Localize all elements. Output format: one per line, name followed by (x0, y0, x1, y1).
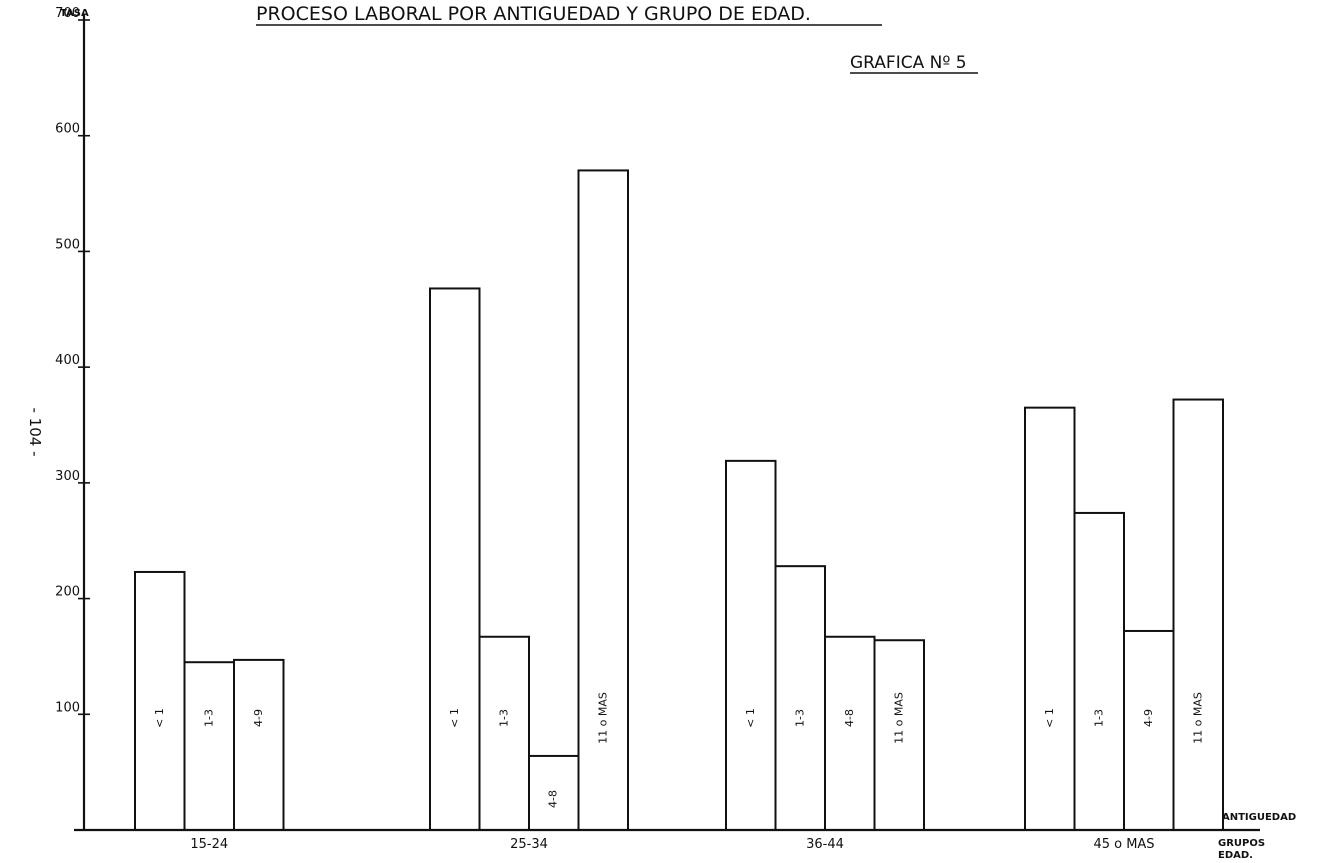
group-label: 45 o MAS (1093, 837, 1154, 852)
group-label: 36-44 (806, 837, 844, 852)
series-axis-label: ANTIGUEDAD (1222, 812, 1296, 823)
bar-label: 4-8 (547, 790, 560, 808)
bar (725, 459, 777, 831)
bar (1123, 629, 1175, 831)
bar (824, 635, 876, 831)
y-tick-label: 200 (55, 585, 80, 600)
bar-label: 11 o MAS (1191, 692, 1204, 744)
bar-label: 4-8 (843, 709, 856, 727)
bar (1172, 398, 1224, 831)
group-label: 15-24 (190, 837, 228, 852)
bar-label: < 1 (448, 708, 461, 728)
bar-label: 11 o MAS (596, 692, 609, 744)
y-tick-label: 500 (55, 237, 80, 252)
bar (429, 287, 481, 831)
bar (134, 570, 186, 831)
bar-label: 1-3 (1092, 709, 1105, 727)
bar (774, 565, 826, 832)
bar (1073, 511, 1125, 831)
bar (478, 635, 530, 831)
bar (233, 658, 285, 832)
y-tick-label: 300 (55, 469, 80, 484)
bar-label: 1-3 (202, 709, 215, 727)
bar (577, 169, 629, 831)
y-tick-label: 700 (55, 6, 80, 21)
bar-label: 1-3 (793, 709, 806, 727)
y-axis-label: TASA (60, 8, 89, 19)
page-number: - 104 - (26, 408, 44, 457)
x-axis-label: GRUPOS EDAD. (1218, 838, 1269, 861)
bar-label: < 1 (1043, 708, 1056, 728)
bar-label: 1-3 (497, 709, 510, 727)
bar-label: 11 o MAS (892, 692, 905, 744)
bar-label: 4-9 (1142, 709, 1155, 727)
chart-title: PROCESO LABORAL POR ANTIGUEDAD Y GRUPO D… (256, 3, 811, 25)
bar (1024, 406, 1076, 831)
y-tick-label: 100 (55, 700, 80, 715)
group-label: 25-34 (510, 837, 548, 852)
bar-label: < 1 (153, 708, 166, 728)
bar-label: 4-9 (252, 709, 265, 727)
y-tick-label: 400 (55, 353, 80, 368)
bar-label: < 1 (744, 708, 757, 728)
y-tick-label: 600 (55, 122, 80, 137)
figure-label: GRAFICA Nº 5 (850, 53, 967, 73)
bar (183, 661, 235, 832)
bar (873, 639, 925, 831)
